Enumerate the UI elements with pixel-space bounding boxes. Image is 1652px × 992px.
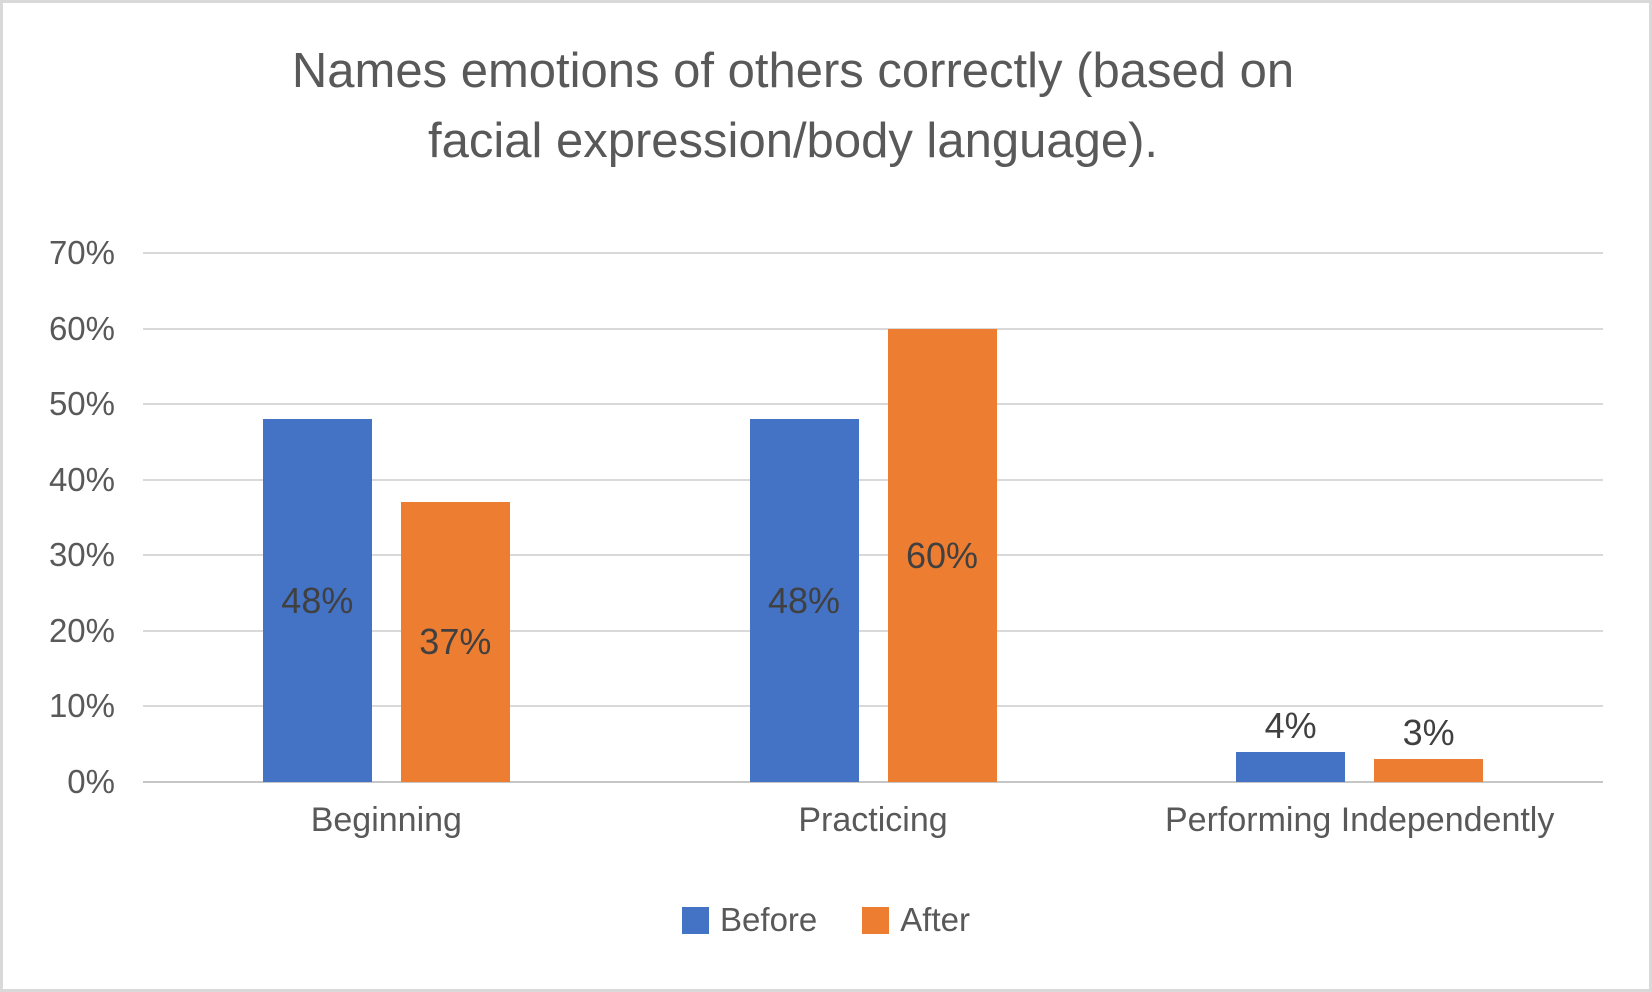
gridline (143, 705, 1603, 707)
gridline (143, 554, 1603, 556)
gridline (143, 630, 1603, 632)
legend-item-after: After (862, 901, 970, 939)
y-axis-tick-label: 50% (48, 385, 115, 422)
x-axis-category-label: Practicing (798, 801, 948, 839)
legend-swatch-icon (682, 906, 710, 934)
bar-after: 37% (400, 502, 510, 782)
bar-value-label: 48% (281, 579, 354, 621)
legend-item-before: Before (682, 901, 817, 939)
y-axis-tick-label: 60% (48, 310, 115, 347)
y-axis-tick-label: 10% (48, 687, 115, 724)
bar-value-label: 60% (905, 534, 979, 576)
x-axis-category-label: Beginning (310, 801, 462, 839)
plot-area: 48% 37% 48% 60% 4% 3% (143, 252, 1603, 783)
x-axis-line (143, 781, 1603, 783)
x-axis: Beginning Practicing Performing Independen… (143, 801, 1603, 840)
bar-after: 3% (1374, 712, 1484, 782)
legend-label: After (900, 901, 970, 938)
gridline (143, 328, 1603, 330)
bar-before: 4% (1236, 705, 1346, 782)
legend: Before After (3, 901, 1649, 939)
bar-after: 60% (887, 329, 997, 782)
bar-value-label: 3% (1402, 712, 1455, 753)
bar-group: 4% 3% (1116, 253, 1603, 782)
chart-title-line-1: Names emotions of others correctly (base… (291, 44, 1295, 98)
bar-groups: 48% 37% 48% 60% 4% 3% (143, 253, 1603, 782)
y-axis-tick-label: 40% (48, 461, 115, 498)
bar-value-label: 37% (419, 621, 492, 662)
gridline (143, 252, 1603, 254)
bar-before: 48% (262, 419, 372, 782)
x-axis-category-label: Performing Independently (1165, 801, 1555, 839)
bar-value-label: 48% (767, 579, 841, 621)
gridline (143, 403, 1603, 405)
gridline (143, 479, 1603, 481)
y-axis: 70% 60% 50% 40% 30% 20% 10% 0% (3, 234, 115, 800)
y-axis-tick-label: 0% (67, 763, 115, 800)
legend-swatch-icon (862, 906, 890, 934)
y-axis-tick-label: 30% (48, 536, 115, 573)
bar-value-label: 4% (1264, 705, 1317, 746)
bar-before: 48% (749, 419, 859, 782)
legend-label: Before (720, 901, 818, 938)
y-axis-tick-label: 70% (48, 234, 115, 271)
bar-group: 48% 37% (143, 253, 630, 782)
bar-group: 48% 60% (630, 253, 1117, 782)
y-axis-tick-label: 20% (48, 612, 115, 649)
chart-title: Names emotions of others correctly (base… (3, 37, 1583, 176)
chart-title-line-2: facial expression/body language). (427, 113, 1159, 168)
